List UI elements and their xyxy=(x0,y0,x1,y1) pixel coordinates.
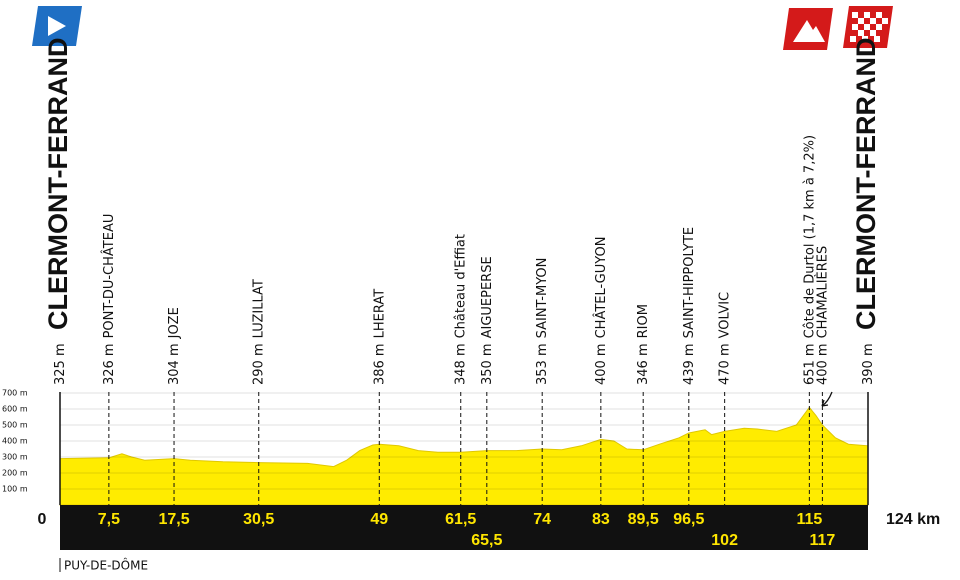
finish-icon xyxy=(843,6,893,48)
waypoint-name: LUZILLAT xyxy=(251,279,266,338)
waypoint-name: JOZE xyxy=(167,307,182,339)
waypoint-label: 400 m CHÂTEL-GUYON xyxy=(592,237,608,385)
y-tick-label: 400 m xyxy=(2,437,28,446)
waypoint-name: VOLVIC xyxy=(717,292,732,339)
waypoint-label: 290 m LUZILLAT xyxy=(251,279,266,385)
waypoint-elevation: 290 m xyxy=(251,343,266,385)
waypoint-elevation: 304 m xyxy=(167,343,182,385)
waypoint-label: 348 m Château d'Effiat xyxy=(453,234,468,385)
km-label: 17,5 xyxy=(158,511,189,528)
waypoint-name: PONT-DU-CHÂTEAU xyxy=(100,214,116,339)
town-name: CLERMONT-FERRAND xyxy=(43,38,73,330)
km-label: 7,5 xyxy=(98,511,120,528)
waypoint-label: 390 m xyxy=(861,343,876,385)
waypoint-label: 470 m VOLVIC xyxy=(717,292,732,385)
start-icon xyxy=(32,6,82,46)
km-label: 89,5 xyxy=(628,511,659,528)
footer: PUY-DE-DÔME xyxy=(64,558,148,573)
waypoint-label: 439 m SAINT-HIPPOLYTE xyxy=(681,227,696,385)
waypoint-name: AIGUEPERSE xyxy=(479,256,494,338)
waypoint-elevation: 325 m xyxy=(53,343,68,385)
km-label: 30,5 xyxy=(243,511,274,528)
y-tick-label: 300 m xyxy=(2,453,28,462)
waypoint-name: LHERAT xyxy=(372,289,387,339)
km-label: 102 xyxy=(711,532,738,549)
waypoint-elevation: 470 m xyxy=(717,343,732,385)
waypoint-label: 325 m xyxy=(53,343,68,385)
y-tick-label: 700 m xyxy=(2,389,28,398)
elevation-area xyxy=(59,406,869,506)
distance-band xyxy=(60,505,868,550)
km-label: 96,5 xyxy=(673,511,704,528)
waypoint-elevation: 390 m xyxy=(861,343,876,385)
climb-icon xyxy=(783,8,833,50)
waypoint-elevation: 346 m xyxy=(636,343,651,385)
y-tick-label: 500 m xyxy=(2,421,28,430)
waypoint-elevation: 353 m xyxy=(535,343,550,385)
waypoint-elevation: 400 m xyxy=(593,343,608,385)
waypoint-name: RIOM xyxy=(636,304,651,338)
km-label: 83 xyxy=(592,511,610,528)
waypoint-label: 353 m SAINT-MYON xyxy=(535,258,550,385)
waypoint-elevation: 386 m xyxy=(372,343,387,385)
waypoint-elevation: 348 m xyxy=(453,343,468,385)
km-label: 74 xyxy=(533,511,551,528)
chamalieres-pointer xyxy=(821,391,833,407)
y-tick-label: 600 m xyxy=(2,405,28,414)
waypoint-label: 386 m LHERAT xyxy=(372,289,387,385)
km-label: 124 km xyxy=(886,511,940,528)
y-tick-label: 200 m xyxy=(2,469,28,478)
town-name: CLERMONT-FERRAND xyxy=(851,38,881,330)
y-tick-label: 100 m xyxy=(2,485,28,494)
waypoint-name: SAINT-HIPPOLYTE xyxy=(681,227,696,339)
waypoint-label: 326 m PONT-DU-CHÂTEAU xyxy=(100,214,116,385)
waypoint-name: SAINT-MYON xyxy=(535,258,550,339)
waypoint-label: 350 m AIGUEPERSE xyxy=(479,256,494,385)
waypoint-label: 304 m JOZE xyxy=(167,307,182,385)
waypoint-name: Château d'Effiat xyxy=(453,234,468,338)
waypoint-elevation: 439 m xyxy=(681,343,696,385)
km-label: 115 xyxy=(796,511,822,528)
km-label: 65,5 xyxy=(471,532,502,549)
km-label: 49 xyxy=(370,511,388,528)
waypoint-elevation: 326 m xyxy=(101,343,116,385)
km-label: 61,5 xyxy=(445,511,476,528)
waypoint-name: Côte de Durtol (1,7 km à 7,2%) xyxy=(802,135,817,338)
waypoint-label: 400 m CHAMALIÈRES xyxy=(814,246,830,385)
waypoint-elevation: 400 m xyxy=(815,343,830,385)
waypoint-label: 651 m Côte de Durtol (1,7 km à 7,2%) xyxy=(802,135,817,385)
waypoint-name: CHÂTEL-GUYON xyxy=(592,237,608,339)
waypoint-label: 346 m RIOM xyxy=(636,304,651,385)
waypoint-elevation: 350 m xyxy=(479,343,494,385)
km-label: 0 xyxy=(38,511,47,528)
km-label: 117 xyxy=(809,532,835,549)
waypoint-elevation: 651 m xyxy=(802,343,817,385)
waypoint-name: CHAMALIÈRES xyxy=(814,246,830,339)
